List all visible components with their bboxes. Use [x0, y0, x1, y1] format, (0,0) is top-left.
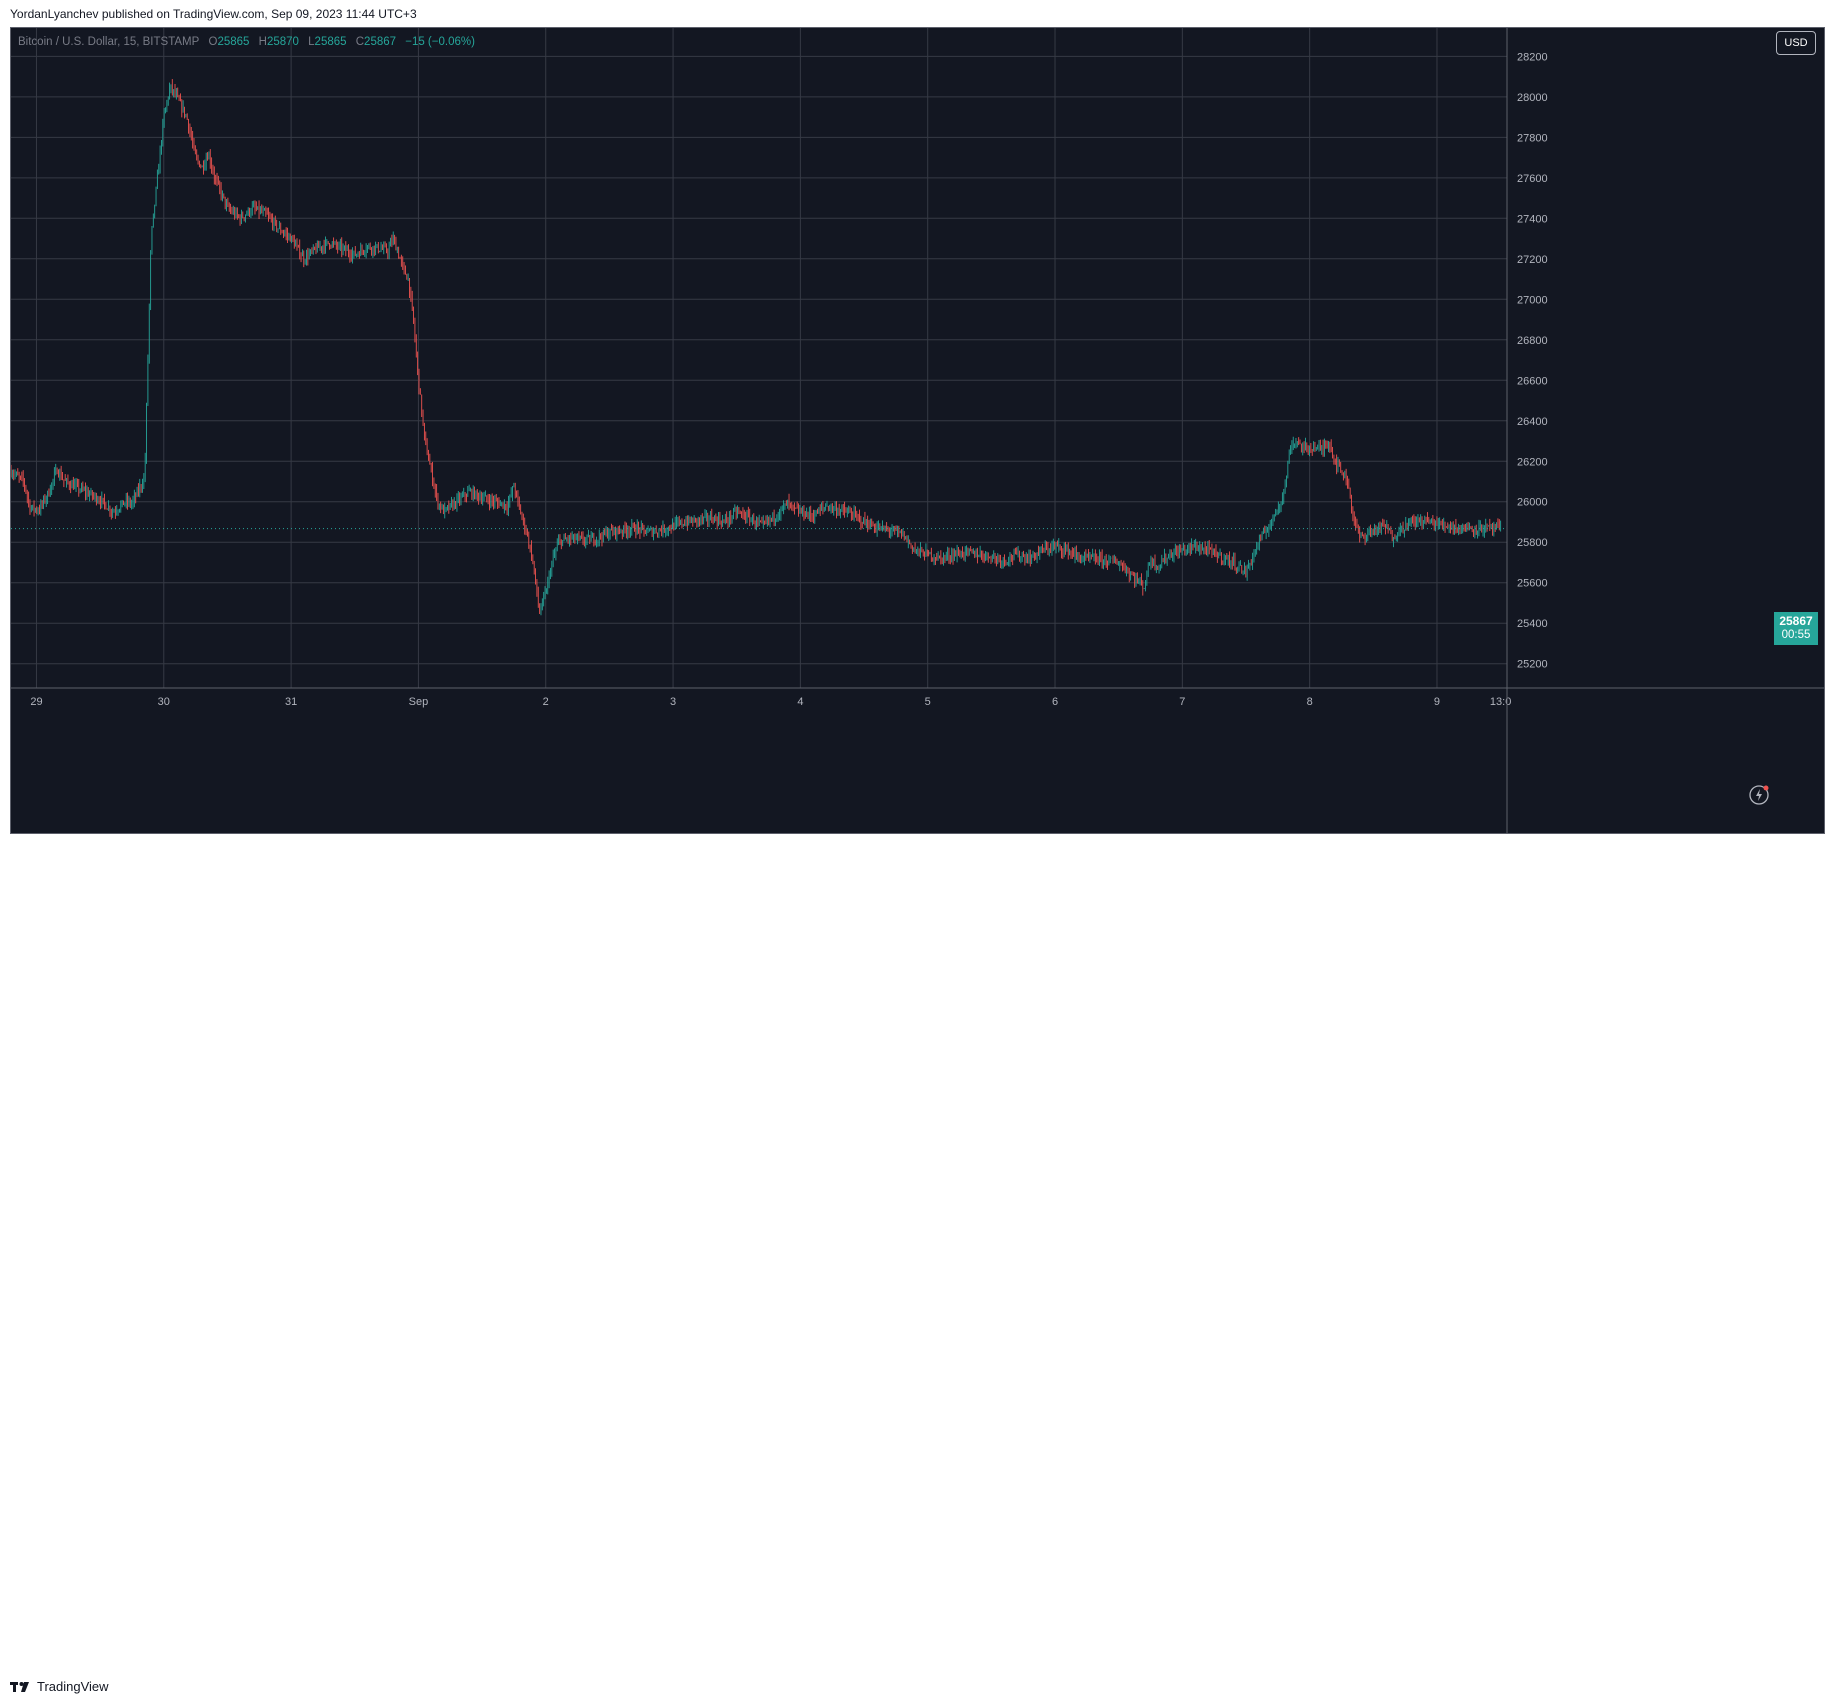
y-tick-label: 26600 [1517, 375, 1548, 387]
x-tick-label: 30 [158, 696, 170, 708]
y-tick-label: 28200 [1517, 51, 1548, 63]
x-tick-label: 5 [925, 696, 931, 708]
x-tick-label: 9 [1434, 696, 1440, 708]
horizontal-grid [11, 55, 1507, 665]
close-value: 25867 [364, 36, 397, 48]
currency-button[interactable]: USD [1776, 31, 1816, 55]
tradingview-logo-text: TradingView [37, 1679, 109, 1694]
change-value: −15 (−0.06%) [405, 36, 475, 48]
symbol-legend: Bitcoin / U.S. Dollar, 15, BITSTAMP O258… [18, 36, 475, 48]
high-label: H [258, 36, 267, 48]
lightning-icon[interactable] [1748, 784, 1770, 806]
last-price-value: 25867 [1779, 614, 1813, 628]
y-tick-label: 25800 [1517, 537, 1548, 549]
y-tick-label: 26000 [1517, 497, 1548, 509]
low-label: L [308, 36, 315, 48]
y-tick-label: 25200 [1517, 659, 1548, 671]
x-tick-label: 6 [1052, 696, 1058, 708]
x-tick-label: 8 [1307, 696, 1313, 708]
high-value: 25870 [266, 36, 299, 48]
footer-bar: TradingView [0, 834, 1835, 1694]
x-tick-label: 31 [285, 696, 297, 708]
y-tick-label: 25400 [1517, 618, 1548, 630]
close-label: C [355, 36, 365, 48]
chart-panel[interactable]: 25200 25400 25600 25800 26000 26200 26400 26600… [10, 27, 1825, 834]
y-tick-label: 26400 [1517, 416, 1548, 428]
tradingview-logo[interactable]: TradingView [10, 1679, 109, 1694]
bar-countdown: 00:55 [1781, 629, 1811, 641]
y-tick-label: 26200 [1517, 456, 1548, 468]
low-value: 25865 [314, 36, 347, 48]
x-tick-label: 7 [1179, 696, 1185, 708]
price-axis-labels: 25200 25400 25600 25800 26000 26200 26400 26600… [1517, 51, 1548, 670]
y-tick-label: 27200 [1517, 254, 1548, 266]
time-axis-labels: 29 30 31 Sep 2 3 4 5 6 7 8 9 13:0 [30, 696, 1511, 708]
vertical-grid [35, 28, 1438, 688]
x-tick-label: 29 [30, 696, 42, 708]
x-tick-label: Sep [409, 696, 429, 708]
x-tick-label: 13:0 [1490, 696, 1511, 708]
last-price-tag: 25867 00:55 [1774, 612, 1818, 645]
x-tick-label: 3 [670, 696, 676, 708]
y-tick-label: 27400 [1517, 213, 1548, 225]
y-tick-label: 27600 [1517, 173, 1548, 185]
y-tick-label: 26800 [1517, 335, 1548, 347]
y-tick-label: 25600 [1517, 578, 1548, 590]
candlestick-series [11, 79, 1502, 616]
x-tick-label: 2 [543, 696, 549, 708]
published-by-text: YordanLyanchev published on TradingView.… [10, 7, 417, 21]
open-label: O [208, 36, 218, 48]
y-tick-label: 27000 [1517, 294, 1548, 306]
open-value: 25865 [217, 36, 250, 48]
symbol-title: Bitcoin / U.S. Dollar, 15, BITSTAMP [18, 36, 200, 48]
publisher-bar: YordanLyanchev published on TradingView.… [0, 0, 1835, 27]
y-tick-label: 28000 [1517, 92, 1548, 104]
tradingview-logo-icon [10, 1681, 29, 1692]
x-tick-label: 4 [797, 696, 803, 708]
price-chart[interactable]: 25200 25400 25600 25800 26000 26200 26400 26600… [11, 28, 1824, 833]
y-tick-label: 27800 [1517, 132, 1548, 144]
